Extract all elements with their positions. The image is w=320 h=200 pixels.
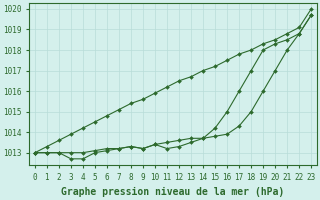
X-axis label: Graphe pression niveau de la mer (hPa): Graphe pression niveau de la mer (hPa) xyxy=(61,187,285,197)
